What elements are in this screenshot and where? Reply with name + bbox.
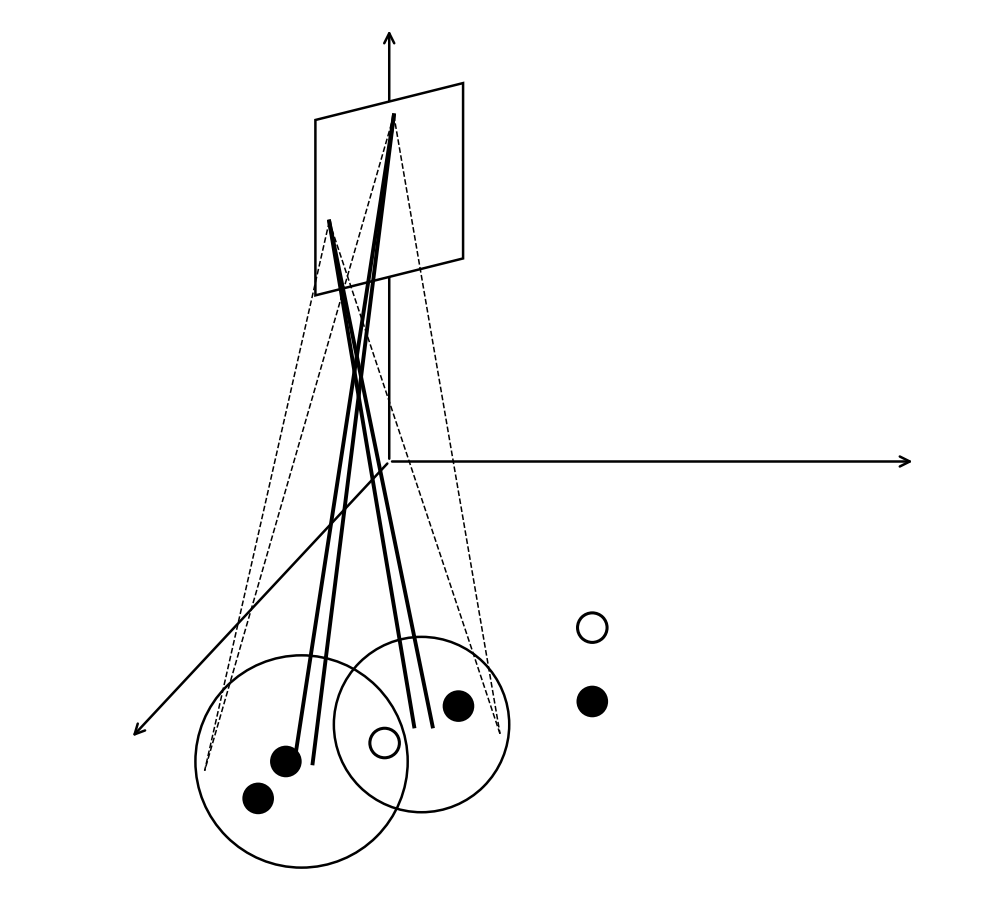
Circle shape [243, 784, 273, 813]
Circle shape [578, 687, 607, 716]
Circle shape [444, 691, 473, 721]
Polygon shape [315, 83, 463, 295]
Circle shape [271, 747, 301, 776]
